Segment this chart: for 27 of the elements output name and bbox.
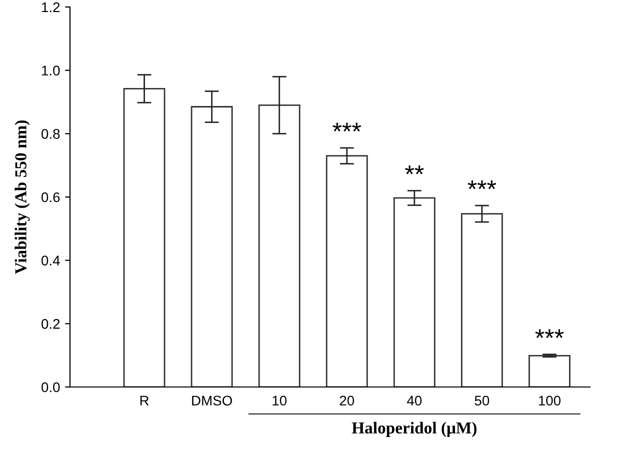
y-tick-label: 1.0 — [42, 66, 60, 76]
x-tick-label: 20 — [340, 396, 354, 406]
bar — [123, 88, 166, 387]
annotation: *** — [332, 122, 362, 132]
x-tick-label: 10 — [272, 396, 287, 406]
bar — [326, 155, 368, 387]
annotation: ** — [405, 166, 424, 174]
y-tick-label: 0.6 — [42, 192, 60, 202]
x-tick-label: DMSO — [192, 396, 232, 406]
y-tick-label: 0.2 — [42, 319, 60, 329]
x-tick-label: 100 — [538, 396, 561, 406]
x-tick-label: R — [140, 396, 149, 406]
bar — [393, 197, 436, 387]
x-axis-title: Haloperidol (μM) — [352, 422, 476, 437]
bar — [258, 104, 300, 387]
bar — [528, 354, 570, 387]
y-tick-label: 0.4 — [42, 256, 60, 266]
annotation: *** — [535, 329, 564, 338]
bar — [460, 213, 503, 387]
y-axis-title: Viability (Ab 550 nm) — [14, 120, 30, 274]
annotation: *** — [468, 180, 496, 190]
x-tick-label: 40 — [407, 396, 422, 406]
y-tick-label: 0.0 — [42, 382, 60, 392]
y-tick-label: 1.2 — [42, 2, 60, 12]
x-tick-label: 50 — [474, 396, 490, 406]
y-tick-label: 0.8 — [42, 129, 60, 139]
bar — [190, 106, 233, 387]
